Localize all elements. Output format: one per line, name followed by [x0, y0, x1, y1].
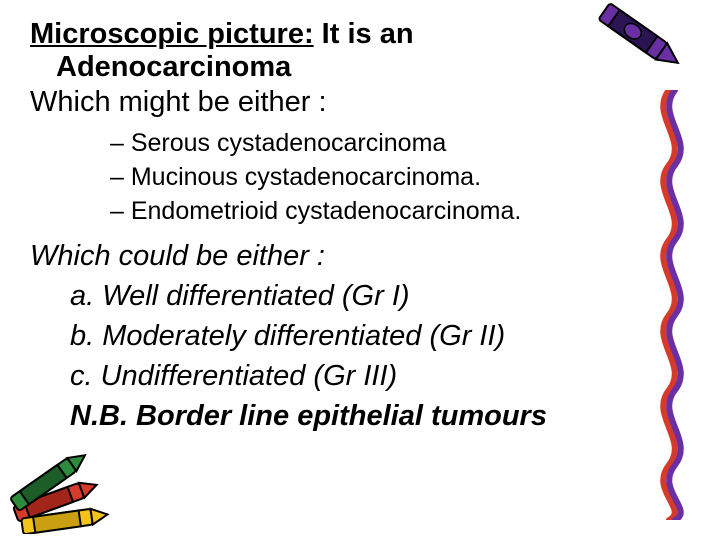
- heading-line: Microscopic picture: It is an: [30, 18, 690, 51]
- grade-a: a. Well differentiated (Gr I): [70, 276, 690, 316]
- which-might-be: Which might be either :: [30, 86, 690, 119]
- list-item: – Serous cystadenocarcinoma: [110, 127, 690, 161]
- grade-c: c. Undifferentiated (Gr III): [70, 356, 690, 396]
- nb-line: N.B. Border line epithelial tumours: [70, 396, 690, 436]
- heading-subject: Adenocarcinoma: [56, 51, 690, 84]
- list-item: – Mucinous cystadenocarcinoma.: [110, 161, 690, 195]
- grade-block: Which could be either : a. Well differen…: [30, 236, 690, 436]
- heading-label: Microscopic picture:: [30, 18, 314, 50]
- type-list: – Serous cystadenocarcinoma – Mucinous c…: [110, 127, 690, 228]
- grade-b: b. Moderately differentiated (Gr II): [70, 316, 690, 356]
- heading-rest: It is an: [314, 18, 414, 50]
- which-could-be: Which could be either :: [30, 236, 690, 276]
- list-item: – Endometrioid cystadenocarcinoma.: [110, 195, 690, 229]
- slide: Microscopic picture: It is an Adenocarci…: [0, 0, 720, 540]
